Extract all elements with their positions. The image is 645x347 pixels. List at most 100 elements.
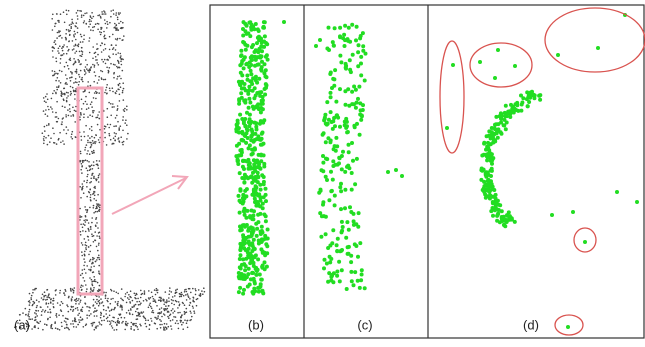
point (124, 122, 126, 124)
point (184, 304, 186, 306)
point (55, 327, 57, 329)
point (85, 249, 87, 251)
point (82, 160, 84, 162)
point (95, 141, 97, 143)
point (73, 292, 75, 294)
point (243, 173, 247, 177)
point (180, 321, 182, 323)
point (90, 228, 92, 230)
point (41, 297, 43, 299)
point (80, 231, 82, 233)
point (119, 94, 121, 96)
point (85, 284, 87, 286)
point (496, 213, 500, 217)
point (237, 97, 241, 101)
point (335, 114, 339, 118)
point (120, 86, 122, 88)
point (550, 213, 554, 217)
point (347, 150, 351, 154)
point (80, 153, 82, 155)
point (103, 10, 105, 12)
point (90, 259, 92, 261)
point (103, 13, 105, 15)
point (115, 29, 117, 31)
point (325, 262, 329, 266)
point (99, 273, 101, 275)
point (196, 305, 198, 307)
outlier-ellipse (470, 43, 532, 87)
point (48, 296, 50, 298)
point (325, 178, 329, 182)
point (504, 104, 508, 108)
point (85, 231, 87, 233)
point (259, 199, 263, 203)
point (182, 322, 184, 324)
point (74, 94, 76, 96)
point (90, 287, 92, 289)
point (253, 86, 257, 90)
point (337, 156, 341, 160)
point (102, 301, 104, 303)
point (45, 299, 47, 301)
point (48, 135, 50, 137)
point (57, 302, 59, 304)
point (84, 74, 86, 76)
arrow-line (112, 178, 186, 214)
point (344, 66, 348, 70)
point (98, 177, 100, 179)
point (104, 19, 106, 21)
point (166, 323, 168, 325)
point (131, 306, 133, 308)
point (73, 48, 75, 50)
point (192, 306, 194, 308)
point (43, 97, 45, 99)
point (168, 305, 170, 307)
point (394, 168, 398, 172)
point (84, 238, 86, 240)
point (203, 287, 205, 289)
point (100, 45, 102, 47)
point (73, 45, 75, 47)
point (88, 310, 90, 312)
point (79, 64, 81, 66)
point (329, 95, 333, 99)
point (35, 317, 37, 319)
point (166, 301, 168, 303)
point (145, 299, 147, 301)
point (75, 110, 77, 112)
point (495, 207, 499, 211)
point (493, 202, 497, 206)
point (74, 52, 76, 54)
point (101, 324, 103, 326)
point (55, 112, 57, 114)
point (34, 327, 36, 329)
point (57, 77, 59, 79)
point (124, 296, 126, 298)
point (339, 182, 343, 186)
point (490, 167, 494, 171)
point (97, 15, 99, 17)
point (479, 178, 483, 182)
point (55, 80, 57, 82)
point (357, 211, 361, 215)
point (48, 124, 50, 126)
point (107, 116, 109, 118)
point (100, 314, 102, 316)
point (172, 300, 174, 302)
point (85, 215, 87, 217)
point (87, 170, 89, 172)
point (86, 291, 88, 293)
point (361, 103, 365, 107)
point (120, 57, 122, 59)
point (321, 161, 325, 165)
point (182, 328, 184, 330)
point (95, 56, 97, 58)
point (83, 258, 85, 260)
point (122, 82, 124, 84)
point (265, 244, 269, 248)
point (186, 311, 188, 313)
point (266, 228, 270, 232)
point (135, 323, 137, 325)
point (79, 76, 81, 78)
point (490, 126, 494, 130)
